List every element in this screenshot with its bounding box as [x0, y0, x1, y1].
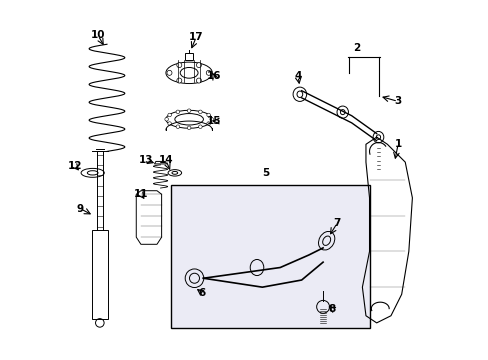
Circle shape	[167, 113, 171, 117]
Text: 17: 17	[188, 32, 203, 42]
Circle shape	[206, 113, 210, 117]
Circle shape	[166, 70, 172, 75]
Circle shape	[167, 122, 171, 125]
Text: 3: 3	[394, 96, 401, 107]
Text: 1: 1	[394, 139, 401, 149]
Text: 4: 4	[294, 71, 301, 81]
Circle shape	[176, 110, 179, 114]
FancyBboxPatch shape	[171, 185, 369, 328]
Text: 12: 12	[67, 161, 82, 171]
Circle shape	[198, 125, 202, 129]
Text: 11: 11	[133, 189, 148, 199]
Circle shape	[177, 63, 182, 68]
Circle shape	[176, 125, 179, 129]
Text: 5: 5	[262, 168, 269, 178]
Text: 7: 7	[333, 218, 340, 228]
Text: 8: 8	[328, 303, 335, 314]
Circle shape	[187, 109, 190, 112]
Circle shape	[164, 117, 168, 121]
Text: 10: 10	[91, 30, 105, 40]
Text: 15: 15	[206, 116, 221, 126]
Text: 14: 14	[158, 156, 173, 165]
Circle shape	[209, 117, 213, 121]
Circle shape	[187, 126, 190, 130]
Text: 9: 9	[77, 203, 83, 213]
Circle shape	[196, 63, 201, 68]
Text: 2: 2	[353, 43, 360, 53]
Circle shape	[177, 78, 182, 83]
Circle shape	[196, 78, 201, 83]
Text: 13: 13	[139, 156, 153, 165]
Circle shape	[198, 110, 202, 114]
Circle shape	[206, 70, 211, 75]
Circle shape	[206, 122, 210, 125]
Text: 16: 16	[206, 71, 221, 81]
Text: 6: 6	[198, 288, 205, 297]
